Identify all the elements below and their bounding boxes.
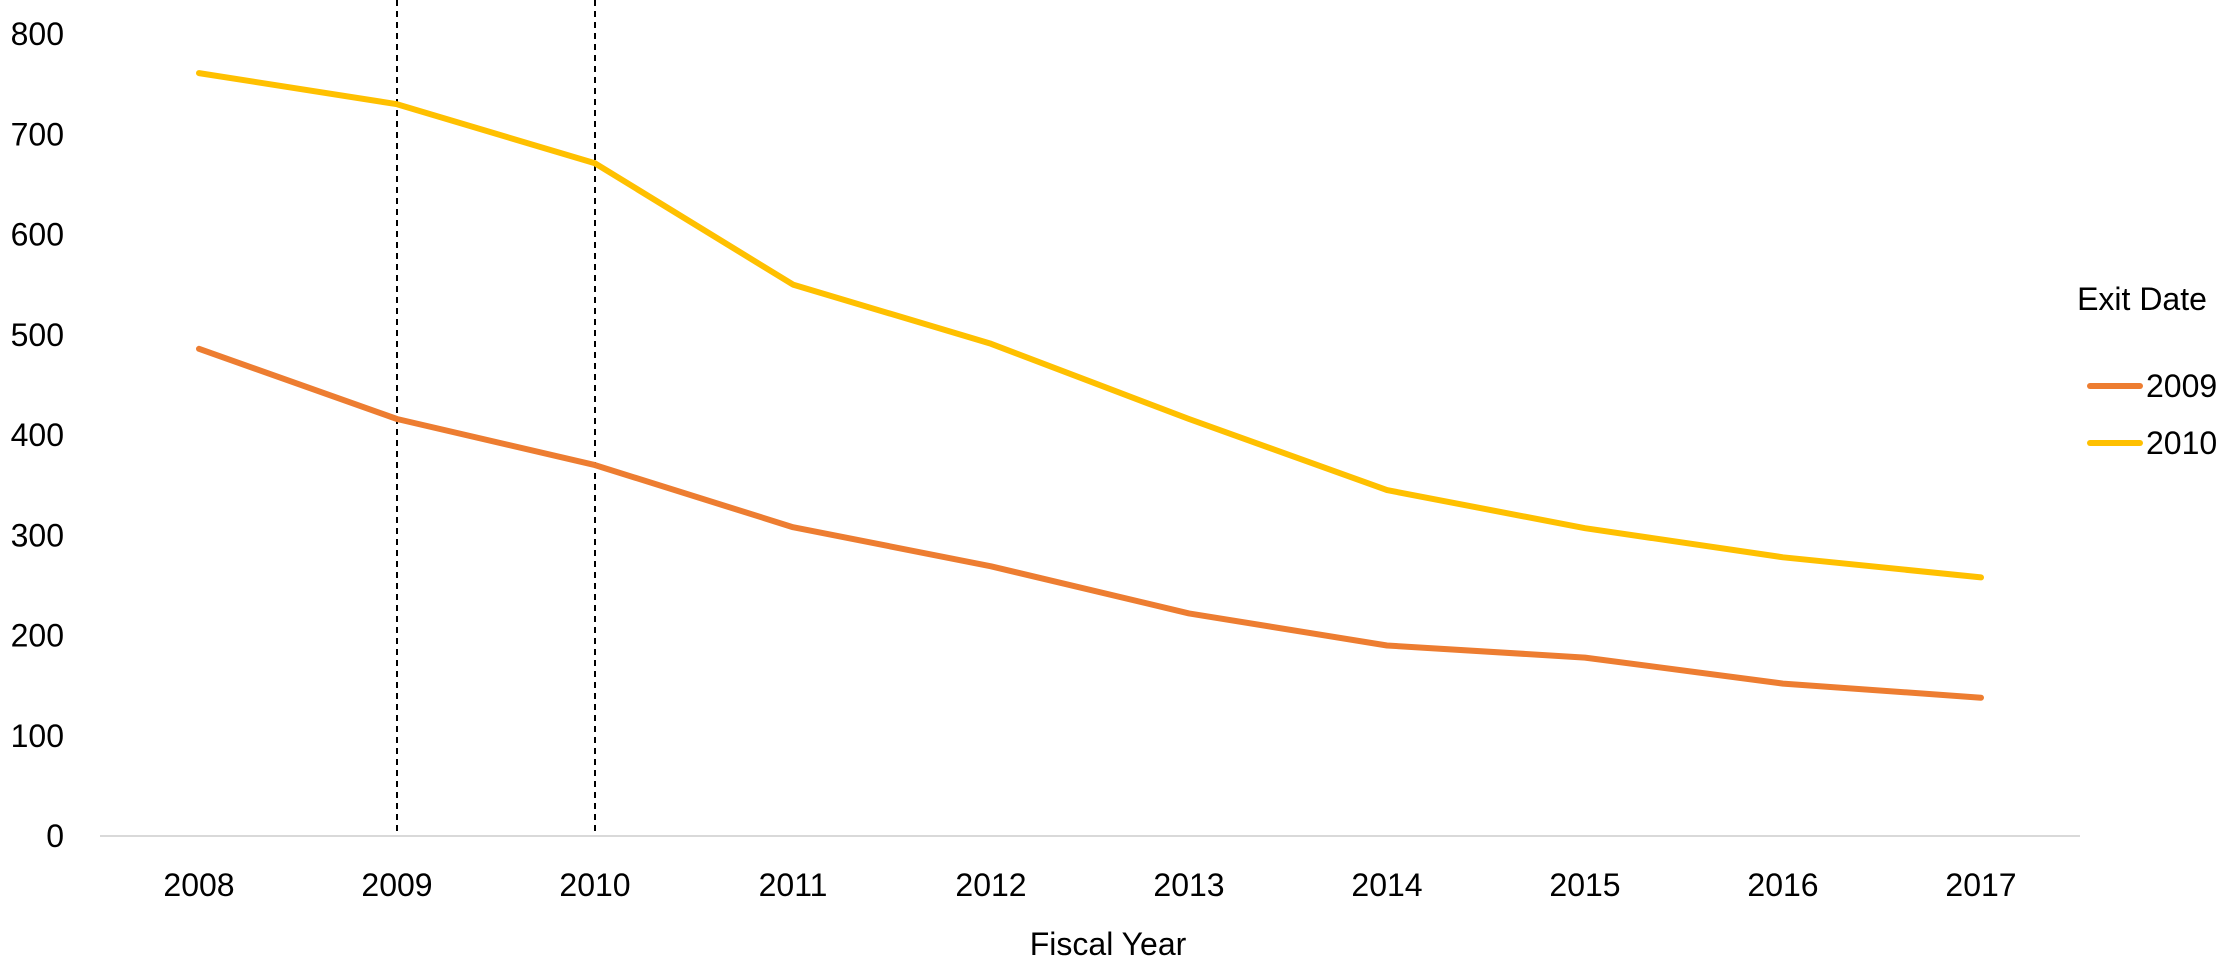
series-lines: [196, 70, 1984, 701]
x-tick-label: 2012: [955, 867, 1026, 903]
x-tick-label: 2015: [1549, 867, 1620, 903]
series-line-2009: [196, 345, 1984, 701]
x-tick-label: 2009: [361, 867, 432, 903]
x-axis-title: Fiscal Year: [1030, 926, 1187, 962]
y-tick-label: 200: [11, 618, 64, 654]
y-tick-label: 800: [11, 16, 64, 52]
x-tick-label: 2008: [163, 867, 234, 903]
y-tick-label: 700: [11, 116, 64, 152]
y-tick-label: 0: [46, 818, 64, 854]
y-tick-label: 500: [11, 317, 64, 353]
x-tick-label: 2017: [1945, 867, 2016, 903]
y-tick-label: 400: [11, 417, 64, 453]
series-line-2010: [196, 70, 1984, 581]
legend-title: Exit Date: [2077, 281, 2207, 317]
legend-label-2010: 2010: [2146, 425, 2217, 461]
y-axis-ticks: 0 100 200 300 400 500 600 700 800: [11, 16, 64, 854]
y-tick-label: 600: [11, 217, 64, 253]
y-tick-label: 300: [11, 517, 64, 553]
reference-lines: [396, 0, 596, 836]
x-tick-label: 2013: [1153, 867, 1224, 903]
x-tick-label: 2011: [759, 867, 828, 903]
x-tick-label: 2016: [1747, 867, 1818, 903]
x-tick-label: 2014: [1351, 867, 1422, 903]
legend-label-2009: 2009: [2146, 368, 2217, 404]
x-tick-label: 2010: [559, 867, 630, 903]
x-axis-ticks: 2008 2009 2010 2011 2012 2013 2014 2015 2016 2017: [163, 867, 2016, 903]
legend: Exit Date 2009 2010: [2077, 281, 2217, 461]
y-tick-label: 100: [11, 718, 64, 754]
